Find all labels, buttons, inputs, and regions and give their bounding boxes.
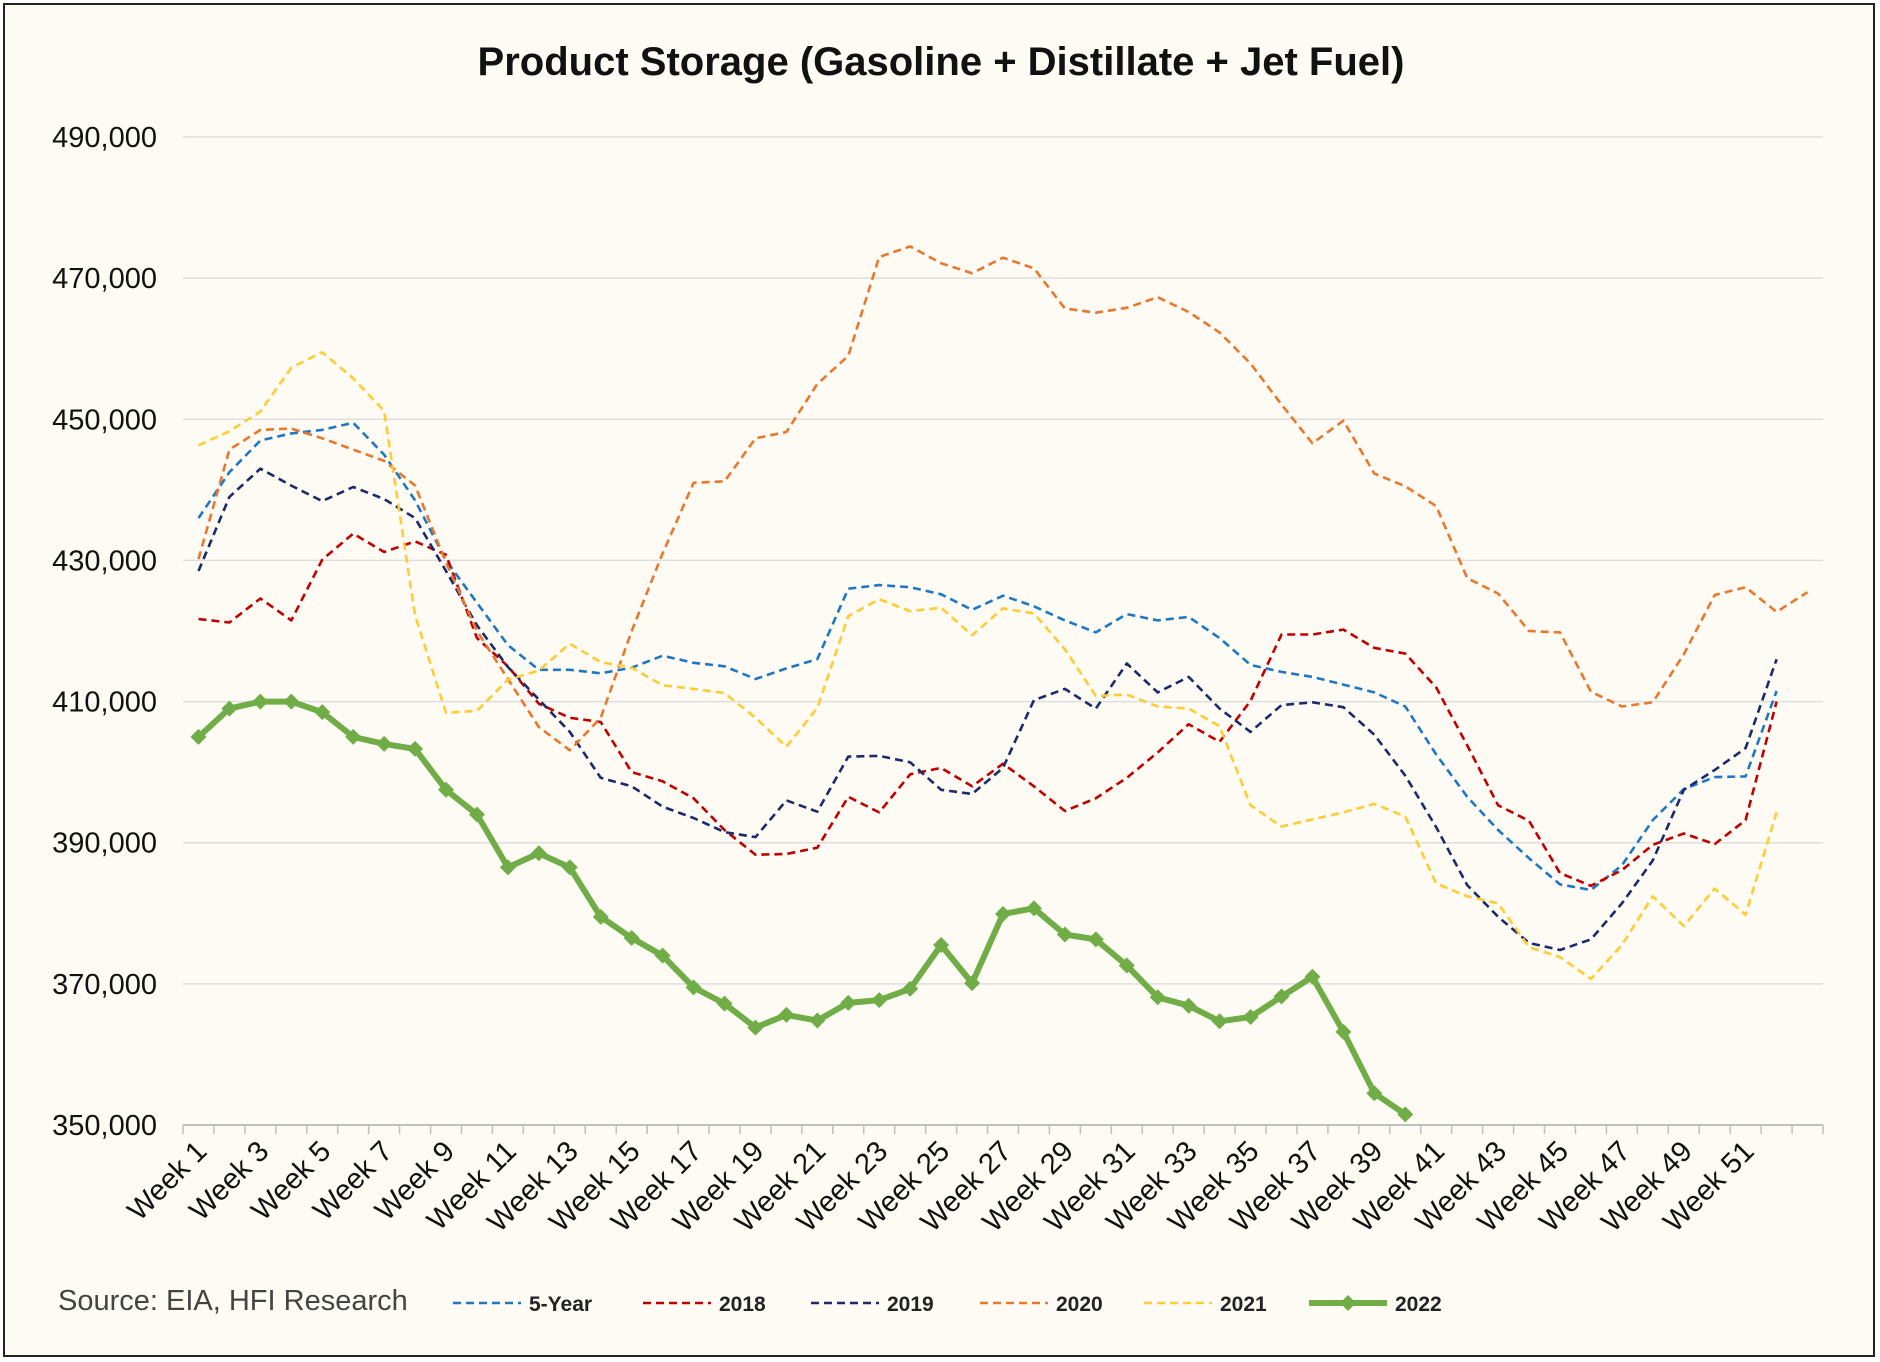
data-point-2022 <box>964 975 981 992</box>
data-point-2022 <box>1056 926 1073 943</box>
data-point-2022 <box>840 994 857 1011</box>
data-point-2022 <box>995 905 1011 922</box>
legend-label: 2019 <box>887 1293 934 1316</box>
y-tick-label: 470,000 <box>52 263 157 295</box>
data-point-2022 <box>561 859 578 876</box>
data-point-2022 <box>1335 1023 1352 1040</box>
data-point-2022 <box>871 992 888 1009</box>
series-line-2022 <box>196 698 1407 1117</box>
data-point-2022 <box>747 1019 764 1036</box>
y-tick-label: 430,000 <box>52 545 157 577</box>
legend-item-2022: 2022 <box>1309 1293 1442 1316</box>
data-point-2022 <box>809 1012 826 1029</box>
legend-item-2019: 2019 <box>811 1293 934 1316</box>
y-tick-label: 350,000 <box>52 1110 157 1142</box>
chart-svg: Product Storage (Gasoline + Distillate +… <box>52 40 1824 1317</box>
legend-label: 5-Year <box>529 1293 592 1316</box>
y-tick-label: 390,000 <box>52 828 157 860</box>
data-point-2022 <box>685 979 702 996</box>
y-tick-label: 450,000 <box>52 404 157 436</box>
y-tick-label: 370,000 <box>52 969 157 1001</box>
data-point-2022 <box>1025 900 1042 917</box>
data-point-2022 <box>1397 1106 1414 1123</box>
data-point-2022 <box>1273 988 1290 1005</box>
series-2021 <box>197 350 1778 981</box>
data-point-2022 <box>314 704 331 721</box>
data-point-2022 <box>1211 1013 1228 1030</box>
legend-item-5-year: 5-Year <box>453 1293 592 1316</box>
data-point-2022 <box>283 693 300 710</box>
data-point-2022 <box>1366 1085 1383 1102</box>
legend-item-2020: 2020 <box>980 1293 1103 1316</box>
series-line-2021 <box>197 350 1778 981</box>
data-point-2022 <box>221 700 238 717</box>
data-point-2022 <box>1118 957 1135 974</box>
legend-label: 2018 <box>719 1293 766 1316</box>
data-point-2022 <box>438 781 455 798</box>
legend-label: 2020 <box>1056 1293 1103 1316</box>
data-point-2022 <box>407 740 424 757</box>
data-point-2022 <box>716 995 733 1012</box>
series-lines <box>190 245 1809 1123</box>
series-2019 <box>197 467 1778 952</box>
chart-frame: Product Storage (Gasoline + Distillate +… <box>3 3 1875 1357</box>
gridlines <box>183 136 1823 985</box>
data-point-2022 <box>1304 968 1321 985</box>
data-point-2022 <box>1087 931 1104 948</box>
data-point-2022 <box>468 806 485 823</box>
data-point-2022 <box>592 908 609 925</box>
legend-marker <box>1340 1295 1356 1311</box>
series-line-2019 <box>197 467 1778 952</box>
data-point-2022 <box>1149 989 1166 1006</box>
data-point-2022 <box>376 735 393 752</box>
series-line-5-year <box>197 421 1778 892</box>
series-5-year <box>197 421 1778 892</box>
data-point-2022 <box>530 845 547 862</box>
series-2018 <box>198 532 1778 888</box>
source-note: Source: EIA, HFI Research <box>58 1285 408 1317</box>
data-point-2022 <box>252 693 269 710</box>
data-point-2022 <box>1180 997 1197 1014</box>
series-line-2018 <box>198 532 1778 888</box>
data-point-2022 <box>499 859 516 876</box>
series-line-2020 <box>197 245 1809 752</box>
data-point-2022 <box>654 947 671 964</box>
data-point-2022 <box>1242 1009 1259 1026</box>
y-tick-label: 410,000 <box>52 687 157 719</box>
axes <box>182 1124 1824 1134</box>
legend-label: 2022 <box>1395 1293 1442 1316</box>
legend-label: 2021 <box>1220 1293 1267 1316</box>
y-axis-tick-labels: 350,000 370,000 390,000 410,000 430,000 450,0… <box>52 122 157 1142</box>
data-point-2022 <box>345 728 362 745</box>
legend-item-2018: 2018 <box>643 1293 766 1316</box>
y-tick-label: 490,000 <box>52 122 157 154</box>
data-point-2022 <box>623 929 640 946</box>
series-2022 <box>190 693 1414 1123</box>
data-point-2022 <box>190 728 207 745</box>
chart-title: Product Storage (Gasoline + Distillate +… <box>478 40 1405 84</box>
data-point-2022 <box>778 1006 795 1023</box>
series-2020 <box>197 245 1809 752</box>
data-point-2022 <box>933 937 950 954</box>
data-point-2022 <box>902 980 919 997</box>
legend-item-2021: 2021 <box>1144 1293 1267 1316</box>
legend: 5-Year 2018 2019 2020 2021 2022 <box>453 1293 1442 1316</box>
